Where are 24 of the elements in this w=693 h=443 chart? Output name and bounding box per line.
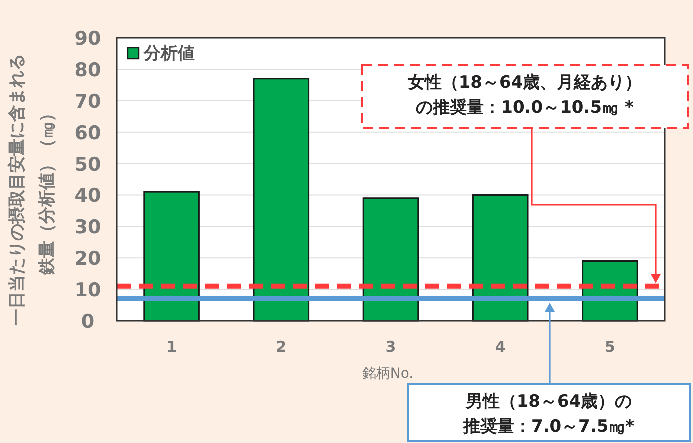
bar bbox=[472, 194, 529, 322]
legend-label: 分析値 bbox=[143, 44, 195, 64]
bar bbox=[144, 191, 200, 322]
x-tick-label: 5 bbox=[604, 338, 616, 356]
ref-line-label: 男性（18～64歳）の推奨量：7.0～7.5㎎* bbox=[462, 392, 635, 437]
y-axis-title: 一日当たりの摂取目安量に含まれる鉄量（分析値）（㎎） bbox=[8, 54, 58, 326]
bar bbox=[362, 198, 420, 322]
x-tick-label: 1 bbox=[166, 338, 178, 356]
bar bbox=[253, 78, 310, 322]
y-tick-label: 90 bbox=[74, 28, 102, 50]
y-tick-label: 20 bbox=[74, 248, 102, 270]
y-tick-label: 30 bbox=[74, 216, 102, 239]
x-axis-title: 銘柄No. bbox=[362, 366, 414, 382]
y-tick-label: 70 bbox=[74, 90, 102, 113]
x-tick-label: 2 bbox=[276, 338, 287, 356]
y-tick-label: 80 bbox=[74, 59, 102, 82]
y-tick-label: 0 bbox=[81, 311, 95, 333]
ref-line-label: 女性（18～64歳、月経あり）の推奨量：10.0～10.5㎎ * bbox=[406, 73, 642, 118]
y-tick-label: 60 bbox=[74, 122, 102, 144]
x-tick-label: 3 bbox=[386, 338, 396, 356]
y-tick-label: 10 bbox=[74, 280, 102, 302]
y-tick-label: 40 bbox=[74, 185, 102, 208]
x-tick-label: 4 bbox=[495, 338, 506, 356]
y-tick-label: 50 bbox=[74, 154, 102, 176]
